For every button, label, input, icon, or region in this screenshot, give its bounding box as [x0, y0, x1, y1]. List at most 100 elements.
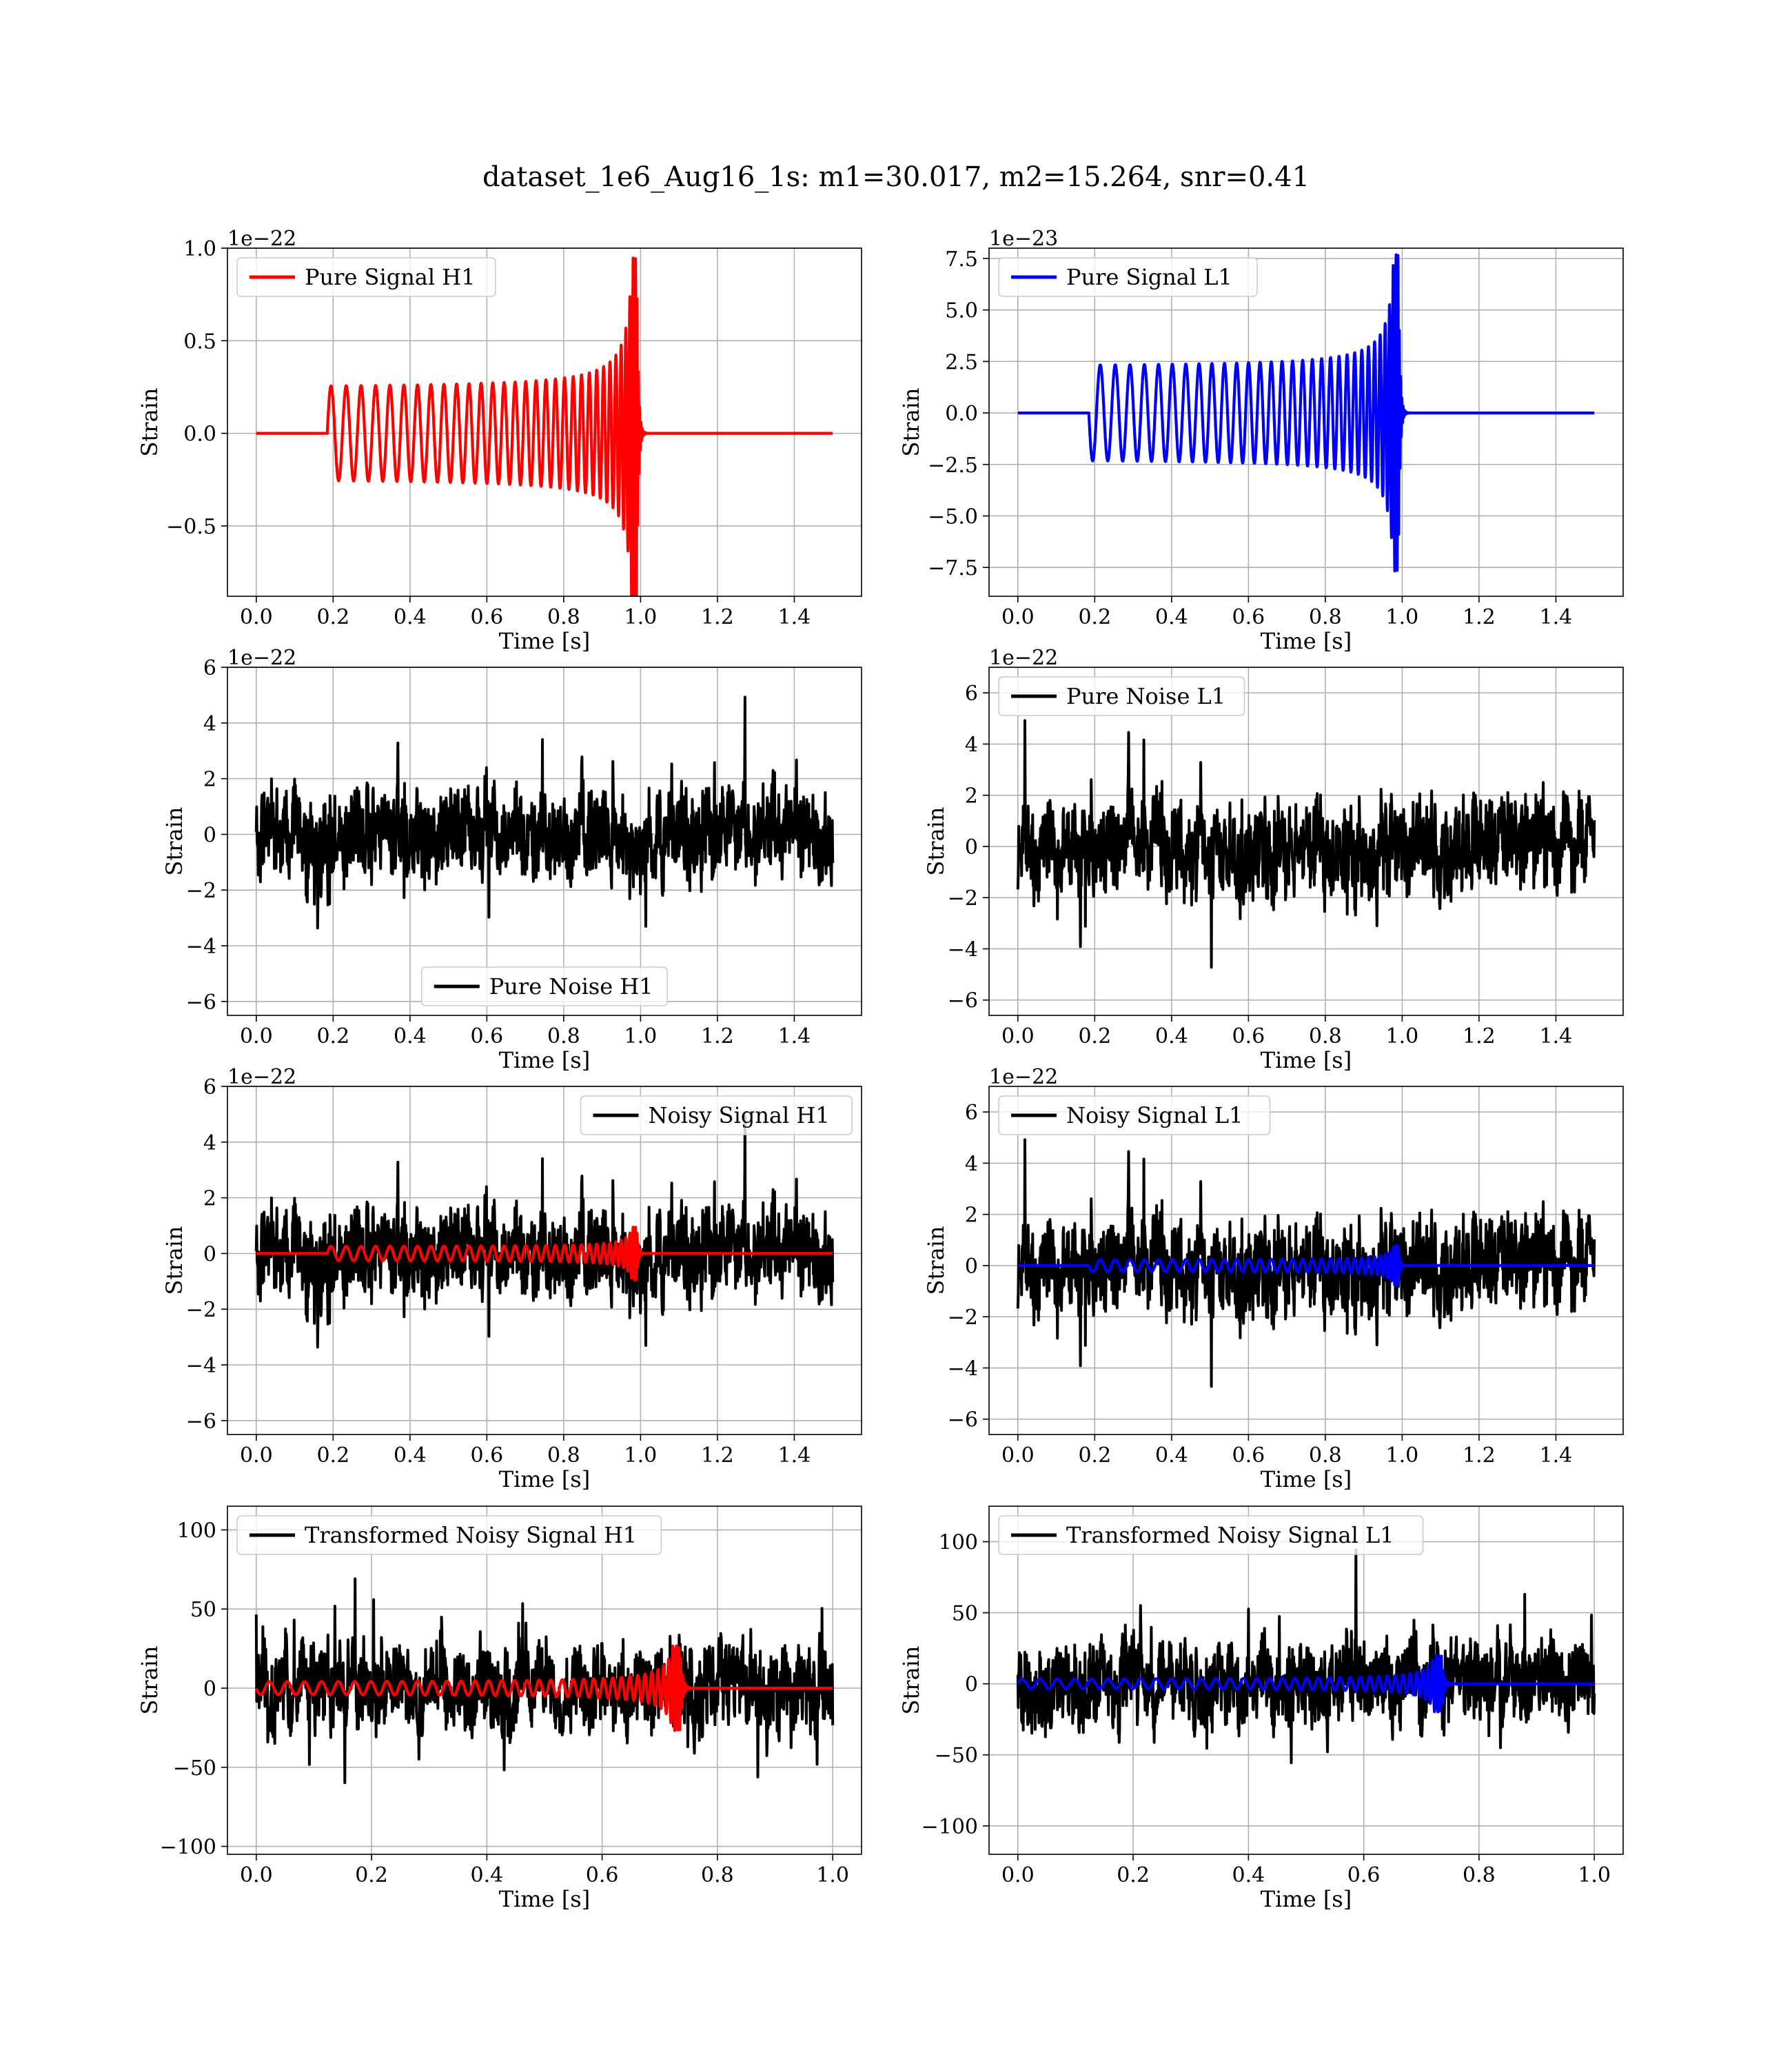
y-tick-label: 6	[203, 656, 216, 680]
legend-label: Transformed Noisy Signal H1	[305, 1522, 637, 1548]
x-axis-label: Time [s]	[499, 1047, 590, 1073]
legend-label: Pure Signal H1	[305, 264, 476, 290]
x-tick-label: 0.2	[316, 605, 349, 629]
legend: Transformed Noisy Signal H1	[236, 1515, 662, 1555]
axes-frame	[227, 1086, 862, 1435]
legend: Noisy Signal H1	[580, 1095, 853, 1135]
x-tick-label: 0.6	[1232, 605, 1265, 629]
y-tick-label: 0.0	[945, 402, 978, 426]
y-tick-label: −2	[186, 879, 216, 903]
x-tick-label: 0.6	[1232, 1443, 1265, 1468]
x-axis-label: Time [s]	[499, 1466, 590, 1492]
x-tick-label: 1.0	[624, 1024, 658, 1048]
x-tick-label: 0.0	[240, 1024, 273, 1048]
y-tick-label: 100	[177, 1519, 216, 1543]
legend: Pure Signal L1	[998, 257, 1258, 297]
axes-frame	[988, 1086, 1624, 1435]
x-tick-label: 0.4	[1232, 1863, 1265, 1887]
x-tick-label: 1.2	[1463, 605, 1496, 629]
x-tick-label: 0.8	[547, 1443, 580, 1468]
legend: Pure Signal H1	[236, 257, 496, 297]
subplot-noisy-signal-l1: 0.0 0.2 0.4 0.6 0.8 1.0 1.2 1.4 −6 −4 −2 0 2 4 6 Time […	[923, 1065, 1624, 1492]
x-tick-label: 0.2	[1117, 1863, 1150, 1887]
x-tick-label: 1.0	[1578, 1863, 1611, 1887]
legend: Pure Noise H1	[420, 966, 669, 1006]
x-axis-label: Time [s]	[1261, 1466, 1352, 1492]
plot-area	[254, 1115, 835, 1349]
x-tick-label: 0.2	[1078, 1024, 1111, 1048]
x-axis-label: Time [s]	[499, 628, 590, 654]
x-tick-label: 1.4	[1540, 605, 1573, 629]
y-tick-label: −50	[935, 1744, 978, 1768]
series-line-pure-noise-h1	[254, 696, 835, 930]
series-line-transformed-noisy-signal-l1	[1016, 1548, 1596, 1765]
x-tick-label: 0.2	[1078, 605, 1111, 629]
y-tick-label: 2	[203, 768, 216, 792]
y-tick-label: 4	[203, 712, 216, 736]
legend-label: Noisy Signal L1	[1066, 1102, 1243, 1128]
y-tick-label: 4	[965, 733, 978, 757]
x-tick-label: 0.0	[1001, 605, 1035, 629]
y-tick-label: −6	[186, 1410, 216, 1434]
plot-area	[1016, 719, 1596, 969]
x-axis-label: Time [s]	[1261, 628, 1352, 654]
y-tick-label: −4	[186, 1354, 216, 1378]
y-tick-label: −2	[948, 1306, 978, 1330]
y-tick-label: −5.0	[928, 505, 978, 529]
y-axis-label: Strain	[136, 388, 163, 457]
subplot-transformed-l1: 0.0 0.2 0.4 0.6 0.8 1.0 −100 −50 0 50 100 Time [s] S…	[898, 1506, 1624, 1912]
series-line-signal-overlay	[254, 1644, 834, 1732]
y-tick-label: 0	[203, 1677, 216, 1701]
x-tick-label: 0.6	[471, 1024, 504, 1048]
x-tick-label: 0.8	[1463, 1863, 1496, 1887]
x-tick-label: 0.4	[394, 1024, 427, 1048]
series-line-pure-signal-h1	[256, 256, 834, 596]
plot-area	[1017, 253, 1596, 573]
y-tick-label: 0.0	[183, 423, 216, 447]
x-tick-label: 1.4	[778, 1024, 811, 1048]
y-offset-text: 1e−22	[227, 1065, 296, 1089]
x-tick-label: 0.4	[471, 1863, 504, 1887]
y-tick-label: −2.5	[928, 454, 978, 478]
axes-layer: 0.0 0.2 0.4 0.6 0.8 1.0 1.2 1.4 −0.5 0.0 0.5 1.0 Tim…	[136, 227, 1624, 1912]
y-tick-label: 0.5	[183, 330, 216, 354]
y-tick-label: −6	[948, 1408, 978, 1432]
legend-box	[236, 257, 496, 297]
x-tick-label: 0.0	[1001, 1863, 1035, 1887]
series-line-pure-noise-l1	[1016, 719, 1596, 969]
series-line-pure-signal-l1	[1017, 253, 1596, 573]
subplot-pure-signal-l1: 0.0 0.2 0.4 0.6 0.8 1.0 1.2 1.4 −7.5 −5.0 −2.5 0.0 2…	[898, 227, 1624, 654]
x-tick-label: 0.0	[240, 605, 273, 629]
y-tick-label: 7.5	[945, 247, 978, 272]
axes-frame	[988, 667, 1624, 1016]
x-tick-label: 0.8	[547, 605, 580, 629]
y-tick-label: 5.0	[945, 299, 978, 323]
y-offset-text: 1e−22	[227, 646, 296, 670]
axes-frame	[227, 247, 862, 597]
series-line-signal-overlay	[1017, 1654, 1596, 1714]
y-tick-label: 50	[952, 1602, 978, 1626]
y-offset-text: 1e−22	[989, 1065, 1058, 1089]
plot-area	[254, 696, 835, 930]
x-tick-label: 0.4	[394, 1443, 427, 1468]
y-tick-label: 2	[965, 784, 978, 809]
x-tick-label: 1.4	[1540, 1024, 1573, 1048]
x-tick-label: 0.6	[471, 605, 504, 629]
x-tick-label: 0.2	[316, 1443, 349, 1468]
legend-box	[236, 1515, 662, 1555]
x-tick-label: 1.2	[701, 1443, 734, 1468]
x-axis-label: Time [s]	[499, 1886, 590, 1912]
subplot-pure-noise-h1: 0.0 0.2 0.4 0.6 0.8 1.0 1.2 1.4 −6 −4 −2 0 2 4 6 Time […	[161, 646, 862, 1073]
legend: Transformed Noisy Signal L1	[998, 1515, 1424, 1555]
x-tick-label: 0.2	[1078, 1443, 1111, 1468]
legend-label: Pure Noise L1	[1066, 683, 1225, 709]
subplot-noisy-signal-h1: 0.0 0.2 0.4 0.6 0.8 1.0 1.2 1.4 −6 −4 −2 0 2 4 6 Time […	[161, 1065, 862, 1492]
x-tick-label: 0.6	[1347, 1863, 1381, 1887]
x-tick-label: 0.2	[316, 1024, 349, 1048]
y-tick-label: −2	[948, 886, 978, 911]
y-tick-label: −4	[948, 937, 978, 962]
legend-label: Pure Signal L1	[1066, 264, 1232, 290]
x-axis-label: Time [s]	[1261, 1886, 1352, 1912]
legend: Noisy Signal L1	[998, 1095, 1271, 1135]
axes-frame	[988, 247, 1624, 597]
